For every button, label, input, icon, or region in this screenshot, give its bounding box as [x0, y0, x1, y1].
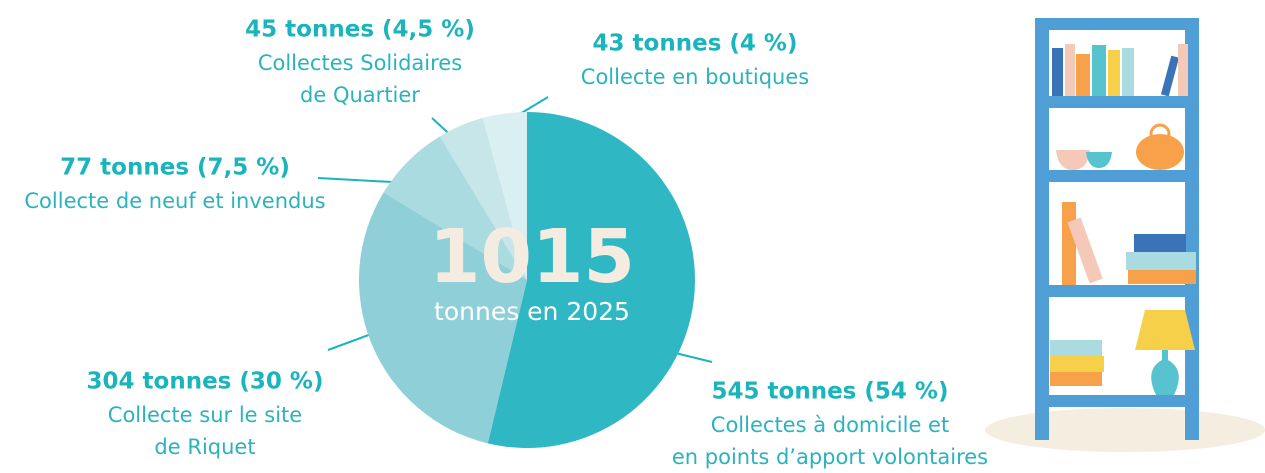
- category-label: Collecte en boutiques: [581, 65, 809, 89]
- pie-slice: [358, 192, 527, 444]
- center-label: tonnes en 2025: [434, 297, 630, 326]
- shelf-illustration: [985, 18, 1265, 452]
- pie-slice: [383, 136, 527, 280]
- category-label: Collectes à domicile et en points d’appor…: [672, 413, 988, 469]
- pie-slice: [439, 117, 527, 280]
- value-label: 304 tonnes (30 %): [87, 369, 324, 395]
- value-label: 545 tonnes (54 %): [712, 379, 949, 405]
- value-label: 77 tonnes (7,5 %): [60, 155, 290, 181]
- pie: [358, 112, 695, 449]
- value-label: 43 tonnes (4 %): [593, 31, 798, 57]
- center-value: 1015: [429, 214, 635, 300]
- category-label: Collectes Solidaires de Quartier: [258, 51, 462, 107]
- category-label: Collecte sur le site de Riquet: [108, 403, 302, 459]
- pie-slice: [482, 112, 527, 280]
- category-label: Collecte de neuf et invendus: [24, 189, 325, 213]
- pie-slice: [487, 112, 695, 449]
- value-label: 45 tonnes (4,5 %): [245, 17, 475, 43]
